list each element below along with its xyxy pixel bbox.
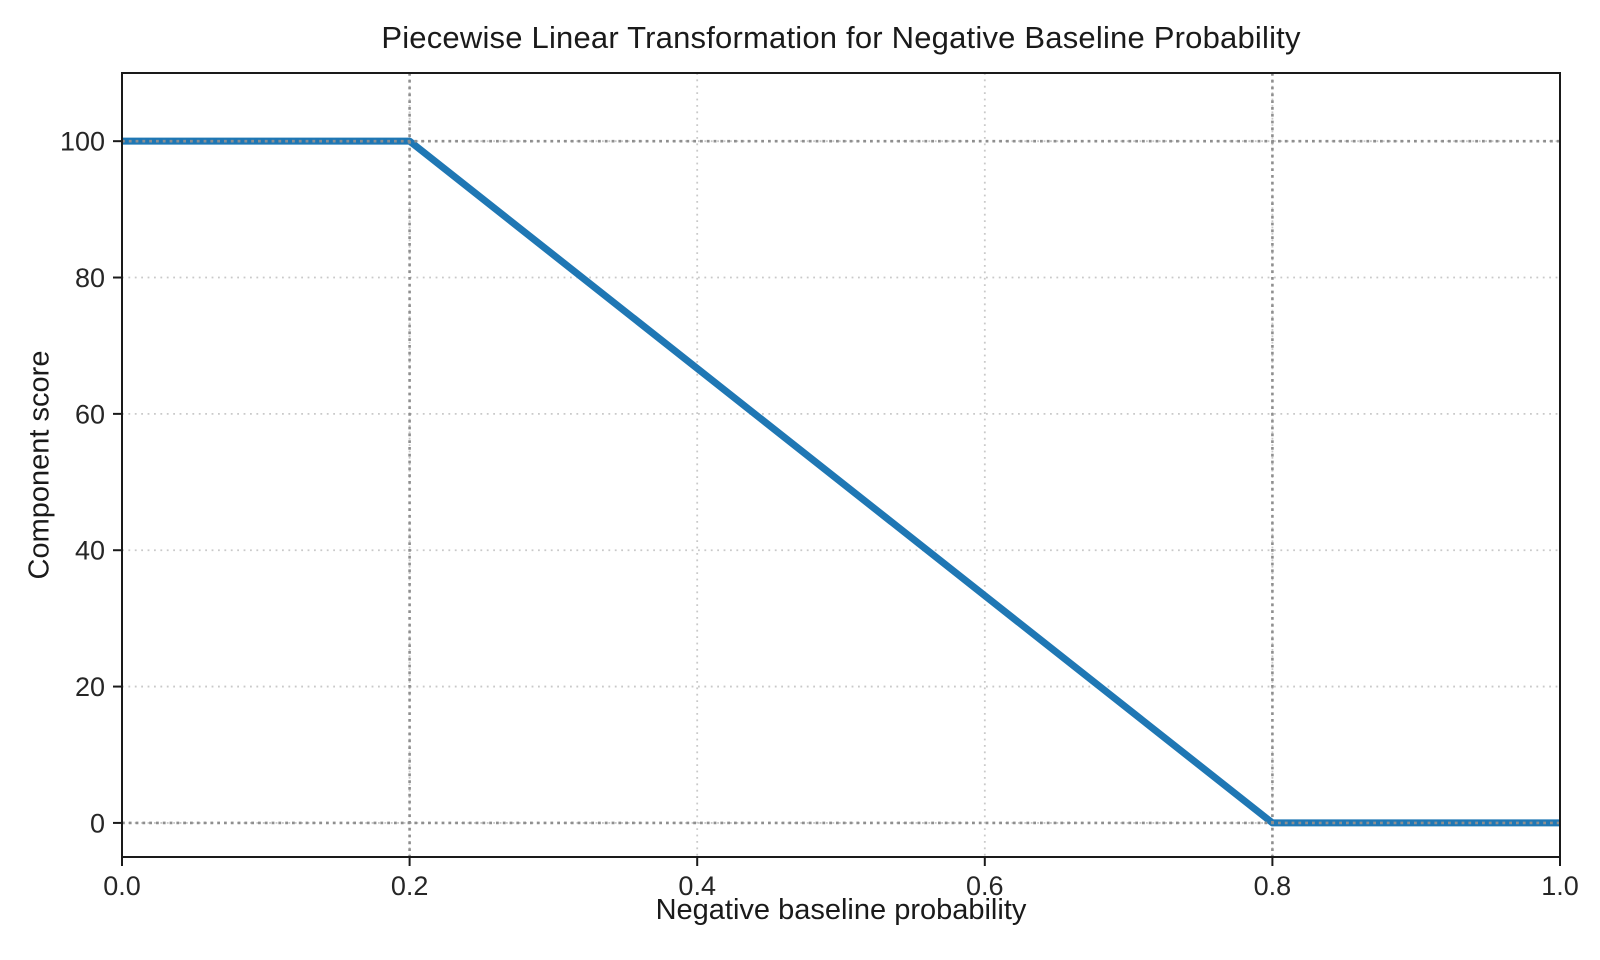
x-tick-label: 1.0 (1541, 871, 1579, 901)
x-tick-label: 0.0 (103, 871, 141, 901)
x-tick-label: 0.6 (966, 871, 1004, 901)
y-tick-label: 20 (75, 672, 105, 702)
x-tick-label: 0.8 (1254, 871, 1292, 901)
y-tick-label: 100 (60, 127, 105, 157)
x-tick-label: 0.2 (391, 871, 429, 901)
data-line (122, 137, 1560, 827)
y-tick-label: 0 (90, 808, 105, 838)
y-tick-label: 80 (75, 263, 105, 293)
y-axis-label: Component score (23, 350, 56, 580)
y-tick-label: 60 (75, 399, 105, 429)
x-axis-label: Negative baseline probability (655, 894, 1027, 926)
y-tick-label: 40 (75, 536, 105, 566)
axes-spines (121, 72, 1561, 858)
chart-title: Piecewise Linear Transformation for Nega… (381, 20, 1301, 55)
x-tick-label: 0.4 (678, 871, 716, 901)
